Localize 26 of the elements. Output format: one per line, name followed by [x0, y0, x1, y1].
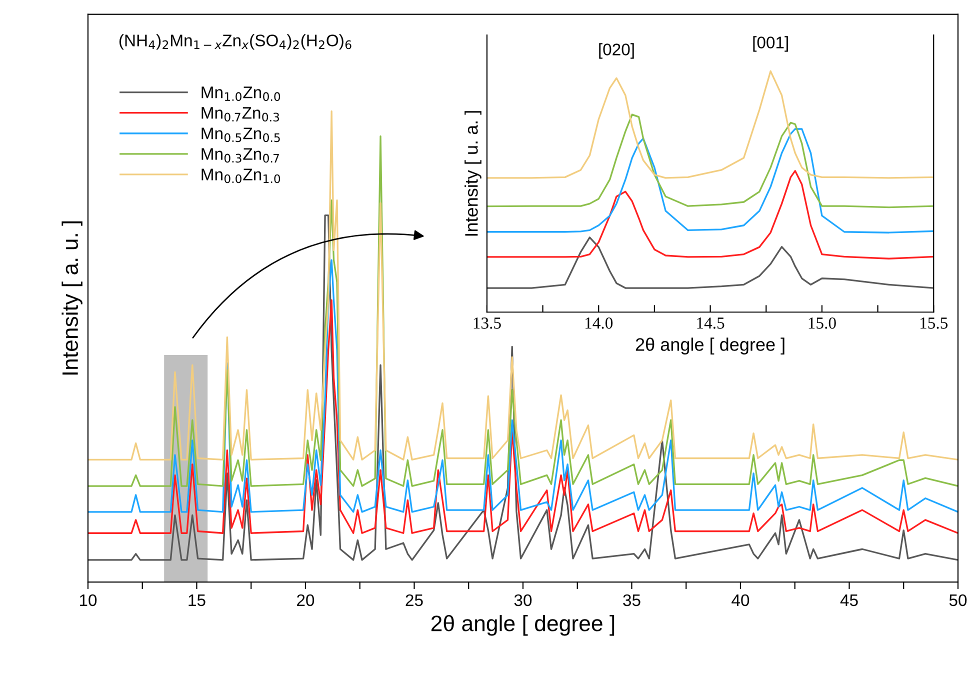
x-tick-label: 25 — [406, 594, 423, 606]
annotation: [020] — [599, 43, 634, 59]
x-tick-label: 13.5 — [474, 318, 501, 329]
x-axis-title: 2θ angle [ degree ] — [636, 338, 784, 354]
y-axis-title: Intensity [ u. a. ] — [464, 111, 482, 236]
legend-label: Mn$_{0.7}$Zn$_{0.3}$ — [202, 107, 280, 122]
x-axis-title: 2θ angle [ degree ] — [431, 614, 614, 636]
y-axis-title: Intensity [ a. u. ] — [62, 221, 82, 375]
x-tick-label: 20 — [297, 594, 314, 606]
x-tick-label: 35 — [623, 594, 640, 606]
legend-label: Mn$_{0.3}$Zn$_{0.7}$ — [202, 148, 279, 163]
annotation: [001] — [753, 36, 788, 52]
x-tick-label: 15 — [188, 594, 206, 606]
x-tick-label: 10 — [80, 594, 97, 606]
text: (NH$_{4}$)$_{2}$Mn$_{1−x}$Zn$_{x}$(SO$_{4}$)$_{2}$(H$_{2}$O)$_{6}$ — [119, 34, 352, 50]
x-tick-label: 40 — [732, 594, 750, 606]
x-tick-label: 45 — [840, 594, 858, 606]
x-tick-label: 14.5 — [697, 318, 724, 329]
legend-label: Mn$_{1.0}$Zn$_{0.0}$ — [202, 86, 280, 102]
x-tick-label: 15.0 — [808, 317, 836, 329]
x-tick-label: 50 — [949, 594, 967, 606]
x-tick-label: 14.0 — [586, 317, 613, 329]
x-tick-label: 30 — [514, 594, 532, 606]
legend-label: Mn$_{0.0}$Zn$_{1.0}$ — [202, 168, 280, 184]
x-tick-label: 15.5 — [920, 318, 948, 329]
legend-label: Mn$_{0.5}$Zn$_{0.5}$ — [202, 128, 280, 142]
